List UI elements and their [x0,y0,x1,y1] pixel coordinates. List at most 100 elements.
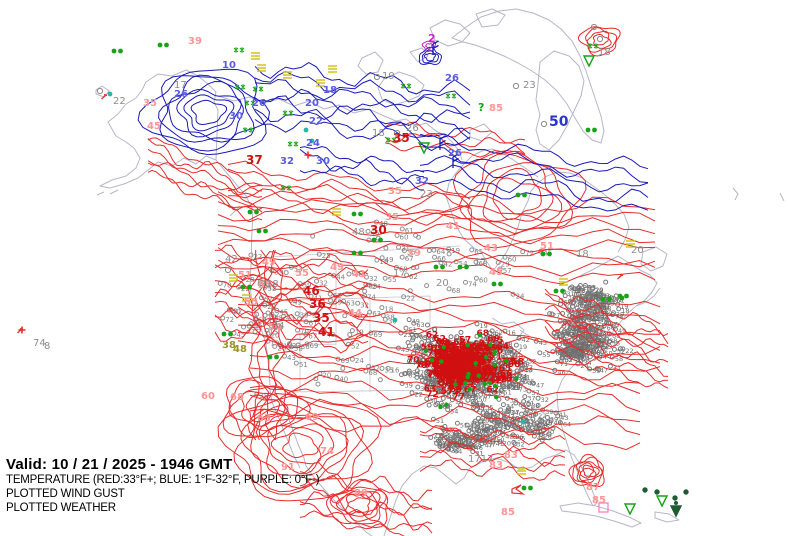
svg-text:64: 64 [498,429,506,437]
svg-text:43: 43 [560,414,568,422]
svg-text:64: 64 [454,362,470,375]
svg-text:65: 65 [467,392,475,400]
svg-text:69: 69 [486,364,499,374]
svg-text:55: 55 [458,349,471,359]
map-label: 54 [268,322,282,333]
svg-text:32: 32 [233,308,242,316]
svg-text:62: 62 [435,374,443,382]
gd2-symbol [553,288,565,294]
svg-text:56: 56 [488,371,496,379]
svg-text:20: 20 [580,340,588,348]
svg-text:79: 79 [452,369,467,382]
svg-text:74: 74 [585,294,593,302]
svg-text:15: 15 [544,420,552,428]
svg-text:55: 55 [460,421,468,429]
svg-text:72: 72 [475,367,483,375]
svg-text:39: 39 [499,425,507,433]
svg-text:73: 73 [420,369,428,377]
svg-text:22: 22 [449,367,457,375]
svg-text:79: 79 [495,375,508,385]
svg-text:67: 67 [439,370,454,383]
svg-text:18: 18 [485,374,493,382]
svg-text:49: 49 [460,360,468,368]
svg-text:66: 66 [473,351,489,364]
svg-text:57: 57 [488,440,496,448]
fog-symbol [257,64,266,72]
svg-text:44: 44 [336,274,345,282]
svg-text:65: 65 [499,364,512,374]
svg-text:20: 20 [271,331,280,339]
svg-text:50: 50 [588,308,596,316]
map-label: 49 [330,262,344,273]
svg-text:70: 70 [461,359,474,369]
svg-text:33: 33 [584,299,592,307]
svg-text:63: 63 [476,352,489,362]
snow-symbol [287,141,299,147]
svg-text:57: 57 [441,387,454,397]
svg-text:46: 46 [599,303,607,311]
svg-text:35: 35 [592,367,600,375]
map-label: 83 [489,460,503,471]
svg-text:72: 72 [225,316,234,324]
svg-text:38: 38 [521,360,529,368]
svg-text:43: 43 [501,360,509,368]
snow-symbol [244,100,256,106]
svg-text:58: 58 [508,360,521,370]
svg-text:58: 58 [485,365,493,373]
svg-text:72: 72 [460,360,468,368]
svg-text:66: 66 [490,370,503,380]
map-label: 41 [352,269,366,280]
svg-text:32: 32 [575,341,583,349]
svg-text:27: 27 [446,427,454,435]
svg-text:74: 74 [459,335,467,343]
svg-text:38: 38 [600,305,608,313]
svg-text:56: 56 [454,347,470,360]
svg-text:38: 38 [531,425,539,433]
svg-text:67: 67 [571,347,579,355]
svg-text:43: 43 [287,354,296,362]
svg-text:41: 41 [456,383,464,391]
svg-text:51: 51 [504,389,512,397]
svg-text:17: 17 [581,321,589,329]
map-label: 35 [393,131,410,145]
svg-text:45: 45 [485,349,493,357]
svg-text:65: 65 [598,337,606,345]
svg-text:68: 68 [368,369,377,377]
svg-text:70: 70 [500,374,513,384]
svg-text:35: 35 [495,346,503,354]
svg-text:59: 59 [465,443,473,451]
svg-text:69: 69 [453,345,466,355]
svg-text:75: 75 [449,360,462,370]
svg-text:49: 49 [598,304,606,312]
map-label: 74 [33,338,46,349]
svg-text:33: 33 [452,441,460,449]
svg-text:75: 75 [475,367,488,377]
svg-text:45: 45 [542,423,550,431]
svg-text:58: 58 [448,356,461,366]
svg-text:20: 20 [479,334,487,342]
svg-text:56: 56 [500,370,513,380]
svg-text:16: 16 [481,416,489,424]
gd2-symbol [267,354,279,360]
svg-text:55: 55 [440,360,453,370]
map-label: 35 [143,98,157,109]
svg-text:72: 72 [603,308,611,316]
blue-contour-group [254,62,471,152]
svg-text:74: 74 [495,337,503,345]
svg-text:55: 55 [437,349,450,359]
svg-text:63: 63 [458,375,471,385]
tdot-symbol [392,317,398,323]
svg-text:60: 60 [449,370,462,380]
svg-text:74: 74 [441,360,454,370]
svg-text:60: 60 [450,367,458,375]
svg-text:75: 75 [469,372,482,382]
q-symbol: ? [478,101,484,114]
svg-text:65: 65 [487,350,495,358]
svg-text:66: 66 [437,376,453,389]
svg-text:79: 79 [455,351,470,364]
svg-text:37: 37 [565,356,573,364]
map-label: 35 [388,186,402,197]
svg-text:49: 49 [618,327,626,335]
svg-text:49: 49 [293,298,302,306]
